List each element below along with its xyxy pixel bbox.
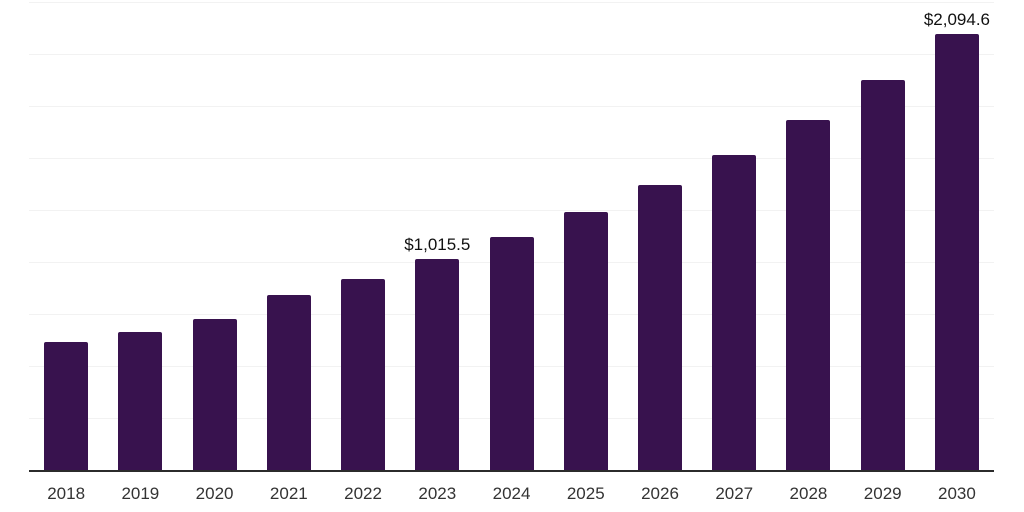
gridline — [29, 210, 994, 211]
x-tick-label-2025: 2025 — [566, 484, 605, 503]
bar-2026 — [637, 185, 682, 470]
bar-slot: $2,094.6 — [920, 2, 994, 470]
bar-2018 — [44, 342, 89, 470]
x-tick-label-2027: 2027 — [715, 484, 754, 503]
bar-2027 — [712, 154, 757, 470]
bar-slot — [623, 2, 697, 470]
gridline — [29, 54, 994, 56]
x-tick-label-2018: 2018 — [47, 484, 86, 503]
x-tick-label-2024: 2024 — [492, 484, 531, 503]
plot-area: $1,015.5 $2,094.6 — [29, 2, 994, 472]
bar-2030: $2,094.6 — [924, 10, 990, 470]
bar-2024 — [489, 237, 534, 470]
gridline — [29, 2, 994, 3]
bar-2019 — [118, 331, 163, 470]
bar-2022 — [341, 278, 386, 470]
bar-value-label-2030: $2,094.6 — [923, 10, 991, 30]
bar-slot — [252, 2, 326, 470]
bars-row: $1,015.5 $2,094.6 — [29, 2, 994, 470]
bar-2029 — [860, 80, 905, 470]
bar-slot — [103, 2, 177, 470]
bar-value-label-2023: $1,015.5 — [404, 234, 471, 254]
bar-2023: $1,015.5 — [404, 235, 470, 470]
x-tick-label-2019: 2019 — [121, 484, 160, 503]
bar-slot — [474, 2, 548, 470]
x-tick-label-2028: 2028 — [789, 484, 828, 503]
bar-2020 — [192, 319, 237, 470]
gridline — [29, 158, 994, 160]
bar-slot — [549, 2, 623, 470]
bar-slot — [29, 2, 103, 470]
x-tick-label-2030: 2030 — [938, 484, 976, 503]
bar-slot: $1,015.5 — [400, 2, 474, 470]
bar-2028 — [786, 119, 831, 470]
gridline — [29, 106, 994, 107]
x-tick-label-2026: 2026 — [641, 484, 679, 503]
bar-slot — [177, 2, 251, 470]
bar-2025 — [563, 212, 608, 470]
x-axis-labels: 2018 2019 2020 2021 2022 2023 2024 2025 2026 2027… — [29, 484, 994, 504]
bar-slot — [771, 2, 845, 470]
x-tick-label-2023: 2023 — [418, 484, 457, 503]
bar-slot — [846, 2, 920, 470]
x-tick-label-2021: 2021 — [269, 484, 308, 503]
x-tick-label-2020: 2020 — [195, 484, 234, 503]
x-tick-label-2029: 2029 — [863, 484, 902, 503]
bar-2021 — [266, 295, 311, 470]
bar-slot — [697, 2, 771, 470]
bar-slot — [326, 2, 400, 470]
x-tick-label-2022: 2022 — [344, 484, 382, 503]
